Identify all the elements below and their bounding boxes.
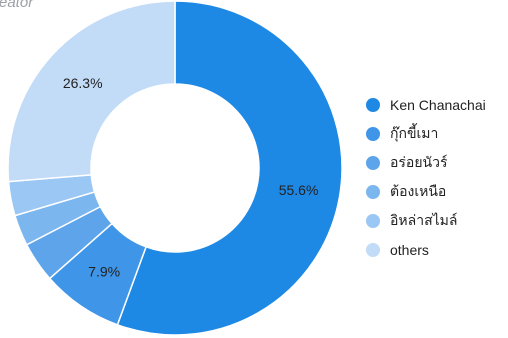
data-label-ken-chanachai: 55.6% <box>279 182 319 198</box>
legend-item-series-5[interactable]: อิหล่าสไมล์ <box>366 206 486 235</box>
chart-legend: Ken Chanachai กุ๊กขี้เมาอร่อยนัวร์ต้องเหน… <box>366 90 486 264</box>
legend-swatch-icon <box>366 97 380 112</box>
legend-label: ต้องเหนือ <box>390 182 447 199</box>
legend-item-series-2[interactable]: กุ๊กขี้เมา <box>366 119 486 148</box>
legend-label: อร่อยนัวร์ <box>390 153 448 170</box>
legend-swatch-icon <box>366 155 380 170</box>
legend-label: Ken Chanachai <box>390 96 486 113</box>
chart-title: reator <box>0 0 34 11</box>
legend-swatch-icon <box>366 213 380 228</box>
legend-label: others <box>390 241 429 258</box>
legend-label: อิหล่าสไมล์ <box>390 211 458 228</box>
slice-others[interactable] <box>7 0 176 183</box>
data-label-series-2: 7.9% <box>88 264 120 280</box>
legend-item-series-3[interactable]: อร่อยนัวร์ <box>366 148 486 177</box>
legend-item-ken-chanachai[interactable]: Ken Chanachai <box>366 90 486 119</box>
legend-item-others[interactable]: others <box>366 235 486 264</box>
data-label-others: 26.3% <box>63 75 103 91</box>
legend-label: กุ๊กขี้เมา <box>390 124 439 141</box>
legend-swatch-icon <box>366 126 380 141</box>
legend-swatch-icon <box>366 184 380 199</box>
legend-swatch-icon <box>366 242 380 257</box>
legend-item-series-4[interactable]: ต้องเหนือ <box>366 177 486 206</box>
donut-chart: 55.6% 7.9% 26.3% <box>7 0 343 336</box>
slice-ken-chanachai[interactable] <box>116 0 343 336</box>
